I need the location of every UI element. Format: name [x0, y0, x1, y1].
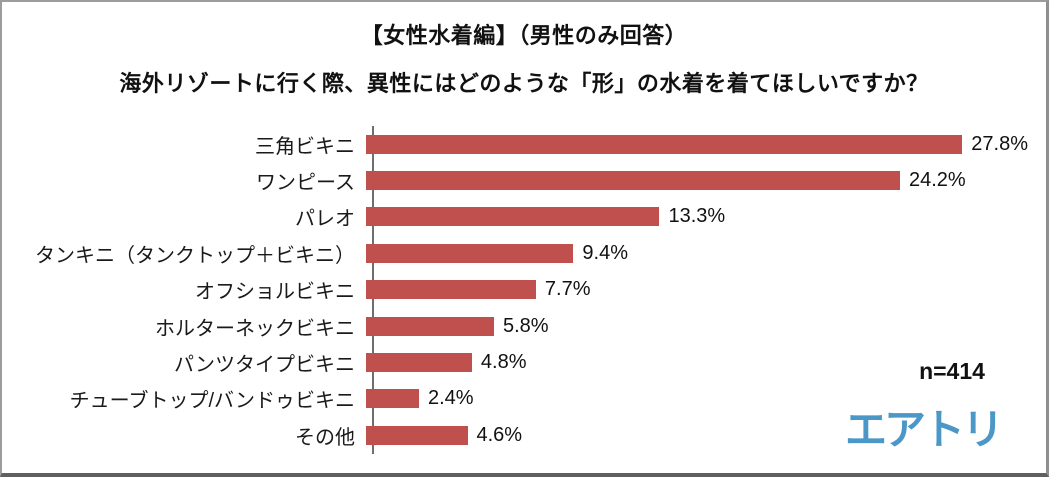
bar-track: 2.4%: [366, 387, 1028, 410]
value-label: 13.3%: [668, 205, 726, 228]
bar-track: 5.8%: [366, 314, 1028, 337]
bar-track: 24.2%: [366, 169, 1028, 192]
value-label: 9.4%: [582, 241, 629, 264]
bar-track: 9.4%: [366, 241, 1028, 264]
category-label: その他: [295, 426, 355, 449]
bar: [366, 243, 574, 263]
bar-row: パンツタイプビキニ 4.8%: [12, 344, 1028, 380]
category-label: ホルターネックビキニ: [155, 317, 355, 340]
value-label: 24.2%: [909, 169, 966, 192]
bar-track: 27.8%: [366, 132, 1028, 155]
bar: [366, 207, 660, 227]
category-label: オフショルビキニ: [195, 281, 355, 304]
chart-title: 【女性水着編】（男性のみ回答）: [360, 23, 688, 48]
bar-row: パレオ 13.3%: [12, 199, 1028, 235]
chart-subtitle: 海外リゾートに行く際、異性にはどのような「形」の水着を着てほしいですか？: [119, 71, 929, 96]
value-label: 2.4%: [427, 387, 474, 410]
category-label: ワンピース: [256, 172, 355, 195]
bar: [366, 389, 419, 409]
bar-rows: 三角ビキニ 27.8% ワンピース 24.2% パレオ 13.3% タンキニ（タ…: [12, 126, 1028, 454]
bar-track: 7.7%: [366, 278, 1028, 301]
bar-row: チューブトップ/バンドゥビキニ 2.4%: [12, 381, 1028, 417]
bar-track: 13.3%: [366, 205, 1028, 228]
category-label: タンキニ（タンクトップ＋ビキニ）: [35, 244, 355, 267]
airtrip-logo: エアトリ: [845, 406, 1004, 453]
bar-row: オフショルビキニ 7.7%: [12, 272, 1028, 308]
category-label: 三角ビキニ: [255, 135, 355, 158]
sample-size-label: n=414: [919, 358, 985, 384]
bar-row: タンキニ（タンクトップ＋ビキニ） 9.4%: [12, 235, 1028, 271]
bar: [366, 353, 472, 373]
value-label: 27.8%: [971, 132, 1028, 155]
value-label: 5.8%: [502, 314, 549, 337]
category-label: パレオ: [295, 208, 355, 231]
bar-row: ワンピース 24.2%: [12, 162, 1028, 198]
value-label: 7.7%: [544, 278, 591, 301]
bar: [366, 134, 963, 154]
bar-chart: 三角ビキニ 27.8% ワンピース 24.2% パレオ 13.3% タンキニ（タ…: [12, 126, 1028, 454]
bar: [366, 280, 536, 300]
value-label: 4.6%: [476, 423, 523, 446]
bar-track: 4.6%: [366, 423, 1028, 446]
bar-row: 三角ビキニ 27.8%: [12, 126, 1028, 162]
bar-track: 4.8%: [366, 351, 1028, 374]
bar: [366, 316, 494, 336]
category-label: パンツタイプビキニ: [174, 354, 355, 377]
category-label: チューブトップ/バンドゥビキニ: [69, 390, 355, 413]
value-label: 4.8%: [480, 351, 527, 374]
bar: [366, 425, 468, 445]
bar: [366, 171, 900, 191]
bar-row: その他 4.6%: [12, 417, 1028, 453]
bar-row: ホルターネックビキニ 5.8%: [12, 308, 1028, 344]
